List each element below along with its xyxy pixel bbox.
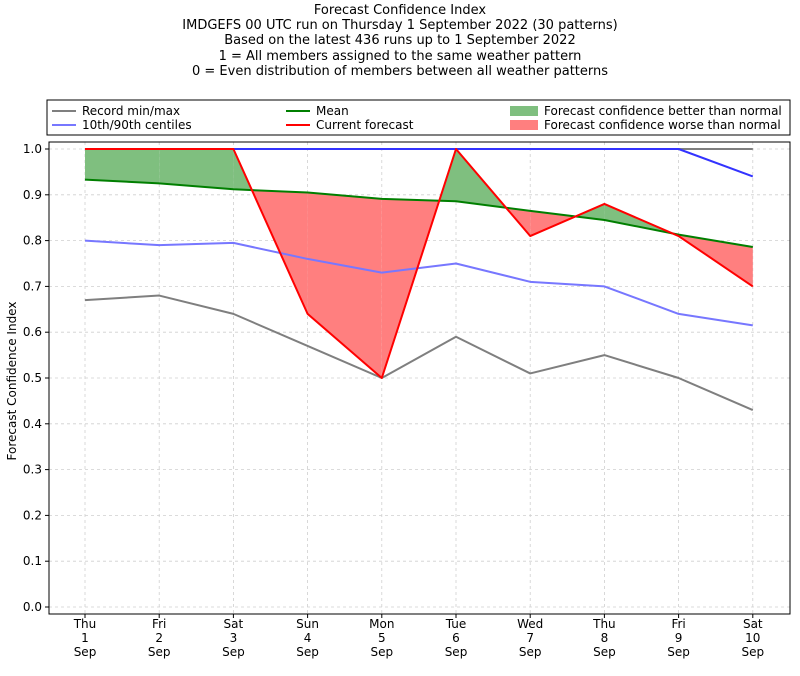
x-tick-label: 10 <box>745 631 760 645</box>
y-tick-label: 0.3 <box>23 463 42 477</box>
x-tick-label: 2 <box>155 631 163 645</box>
x-tick-label: Sat <box>743 617 763 631</box>
x-tick-label: 8 <box>601 631 609 645</box>
legend-mean-label: Mean <box>316 104 349 118</box>
x-tick-label: 4 <box>304 631 312 645</box>
worse-than-normal-area <box>307 192 382 378</box>
x-tick-label: Sep <box>445 645 468 659</box>
legend-box <box>46 99 791 136</box>
y-tick-label: 0.0 <box>23 600 42 614</box>
record-min-line <box>84 294 754 411</box>
x-tick-label: 9 <box>675 631 683 645</box>
legend-worse-than-normal-label: Forecast confidence worse than normal <box>544 118 781 132</box>
y-tick-label: 0.9 <box>23 188 42 202</box>
legend-current-forecast-label: Current forecast <box>316 118 414 132</box>
x-tick-label: Sep <box>74 645 97 659</box>
x-tick-label: 1 <box>81 631 89 645</box>
x-tick-label: Sep <box>741 645 764 659</box>
y-tick-label: 1.0 <box>23 142 42 156</box>
x-tick-label: 7 <box>526 631 534 645</box>
y-tick-label: 0.2 <box>23 508 42 522</box>
chart-title-line: Based on the latest 436 runs up to 1 Sep… <box>224 33 576 49</box>
x-tick-label: Sep <box>519 645 542 659</box>
x-tick-label: Thu <box>592 617 616 631</box>
chart-title-line: Forecast Confidence Index <box>313 3 487 18</box>
chart-title-line: 1 = All members assigned to the same wea… <box>218 48 582 64</box>
x-tick-label: 3 <box>230 631 238 645</box>
x-tick-label: Mon <box>369 617 394 631</box>
x-tick-label: Sat <box>224 617 244 631</box>
x-tick-label: Sep <box>370 645 393 659</box>
x-tick-label: 6 <box>452 631 460 645</box>
x-tick-label: Sep <box>222 645 245 659</box>
legend-better-than-normal-swatch <box>510 106 538 116</box>
y-tick-label: 0.6 <box>23 325 42 339</box>
x-tick-label: Fri <box>671 617 685 631</box>
x-tick-label: Sep <box>667 645 690 659</box>
y-tick-label: 0.4 <box>23 417 42 431</box>
y-tick-label: 0.5 <box>23 371 42 385</box>
y-axis-label: Forecast Confidence Index <box>5 302 19 461</box>
y-tick-label: 0.7 <box>23 279 42 293</box>
x-tick-label: Sep <box>296 645 319 659</box>
x-tick-label: Thu <box>73 617 97 631</box>
legend-centiles-label: 10th/90th centiles <box>82 118 192 132</box>
x-tick-label: Tue <box>445 617 467 631</box>
better-than-normal-area <box>85 149 160 184</box>
y-tick-label: 0.1 <box>23 554 42 568</box>
x-tick-label: Fri <box>152 617 166 631</box>
x-tick-label: Wed <box>517 617 543 631</box>
mean-line <box>84 178 753 248</box>
x-tick-label: Sep <box>148 645 171 659</box>
x-tick-label: Sep <box>593 645 616 659</box>
chart-title-block: Forecast Confidence Index IMDGEFS 00 UTC… <box>0 3 800 79</box>
worse-than-normal-area <box>530 210 576 237</box>
legend-worse-than-normal-swatch <box>510 120 538 130</box>
chart-title-line: 0 = Even distribution of members between… <box>191 63 609 79</box>
p10-centile-line <box>84 239 753 327</box>
x-tick-label: Sun <box>296 617 319 631</box>
current-forecast-line <box>85 148 754 379</box>
chart-title-line: IMDGEFS 00 UTC run on Thursday 1 Septemb… <box>182 18 618 34</box>
better-than-normal-area <box>159 149 234 190</box>
legend-record-minmax-label: Record min/max <box>82 104 180 118</box>
x-tick-label: 5 <box>378 631 386 645</box>
y-tick-label: 0.8 <box>23 234 42 248</box>
legend-better-than-normal-label: Forecast confidence better than normal <box>544 104 782 118</box>
